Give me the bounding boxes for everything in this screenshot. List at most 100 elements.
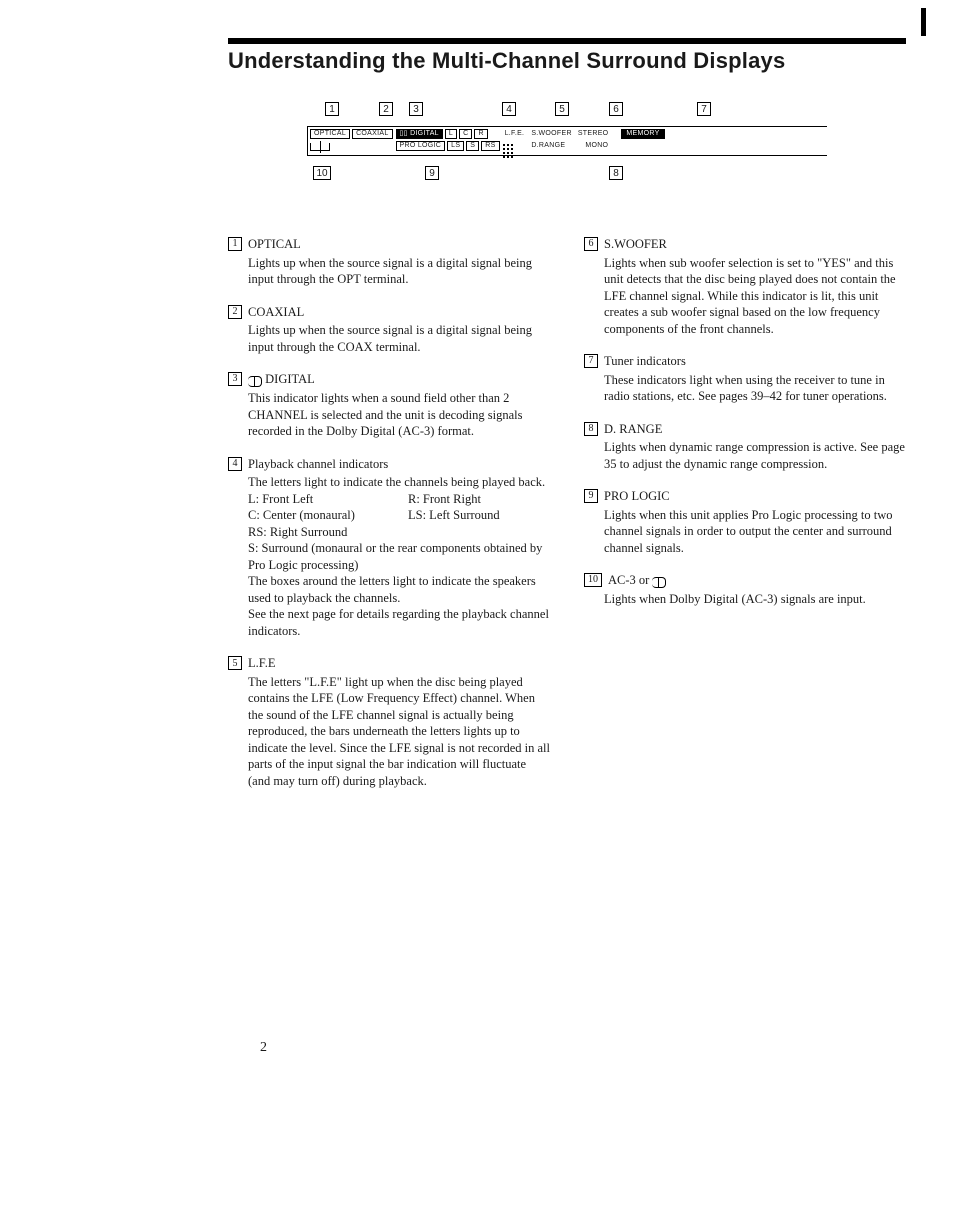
item-text: The boxes around the letters light to in… <box>248 573 550 606</box>
indicator-stereo: STEREO <box>576 129 611 139</box>
item-body: Lights when Dolby Digital (AC-3) signals… <box>604 591 906 608</box>
description-columns: 1 OPTICAL Lights up when the source signal… <box>228 236 906 805</box>
channel-cell: LS: Left Surround <box>408 507 550 524</box>
indicator-optical: OPTICAL <box>310 129 350 139</box>
callout-9: 9 <box>425 166 439 180</box>
indicator-swoofer: S.WOOFER <box>529 129 574 139</box>
item-text: Lights up when the source signal is a di… <box>248 322 550 355</box>
item-body: The letters light to indicate the channe… <box>248 474 550 639</box>
item-text: Lights when dynamic range compression is… <box>604 439 906 472</box>
callout-6: 6 <box>609 102 623 116</box>
item-text: The letters "L.F.E" light up when the di… <box>248 674 550 790</box>
callout-10: 10 <box>313 166 331 180</box>
item-2: 2 COAXIALLights up when the source signal… <box>228 304 550 356</box>
item-number: 2 <box>228 305 242 319</box>
indicator-lfe: L.F.E. <box>503 129 527 139</box>
diagram-top-callouts: 1 2 3 4 5 6 7 <box>307 102 827 116</box>
item-9: 9 PRO LOGIC Lights when this unit applies … <box>584 488 906 556</box>
indicator-coaxial: COAXIAL <box>352 129 392 139</box>
item-body: Lights when this unit applies Pro Logic … <box>604 507 906 557</box>
indicator-ch-r: R <box>474 129 487 139</box>
title-rule <box>228 38 906 44</box>
channel-table: L: Front Left R: Front Right C: Center (mo… <box>248 491 550 541</box>
item-3: 3 DIGITAL This indicator lights when a so… <box>228 371 550 440</box>
page-edge-mark <box>921 8 926 36</box>
item-text: Lights up when the source signal is a di… <box>248 255 550 288</box>
item-text: S: Surround (monaural or the rear compon… <box>248 540 550 573</box>
item-text: Lights when sub woofer selection is set … <box>604 255 906 338</box>
item-title: Tuner indicators <box>604 353 686 370</box>
indicator-mono: MONO <box>583 141 610 151</box>
item-text: This indicator lights when a sound field… <box>248 390 550 440</box>
item-number: 7 <box>584 354 598 368</box>
item-title: DIGITAL <box>248 371 315 388</box>
item-body: This indicator lights when a sound field… <box>248 390 550 440</box>
channel-cell: RS: Right Surround <box>248 524 390 541</box>
item-number: 10 <box>584 573 602 587</box>
item-number: 8 <box>584 422 598 436</box>
display-panel: OPTICAL COAXIAL ▯▯ DIGITAL L C R PRO LOG… <box>307 126 827 156</box>
callout-1: 1 <box>325 102 339 116</box>
dolby-icon <box>248 372 262 389</box>
item-title: COAXIAL <box>248 304 304 321</box>
channel-cell: C: Center (monaural) <box>248 507 390 524</box>
item-4: 4 Playback channel indicatorsThe letters … <box>228 456 550 640</box>
item-text: See the next page for details regarding … <box>248 606 550 639</box>
item-body: The letters "L.F.E" light up when the di… <box>248 674 550 790</box>
item-title: PRO LOGIC <box>604 488 670 505</box>
indicator-drange: D.RANGE <box>529 141 567 151</box>
page-number: 2 <box>260 1040 267 1056</box>
callout-3: 3 <box>409 102 423 116</box>
channel-cell: R: Front Right <box>408 491 550 508</box>
callout-8: 8 <box>609 166 623 180</box>
item-body: Lights when dynamic range compression is… <box>604 439 906 472</box>
item-body: Lights up when the source signal is a di… <box>248 322 550 355</box>
page-title: Understanding the Multi-Channel Surround… <box>228 48 906 74</box>
indicator-memory: MEMORY <box>621 129 664 139</box>
item-text: These indicators light when using the re… <box>604 372 906 405</box>
item-10: 10 AC-3 or Lights when Dolby Digital (AC-… <box>584 572 906 608</box>
item-text: The letters light to indicate the channe… <box>248 474 550 491</box>
item-title: L.F.E <box>248 655 275 672</box>
indicator-ac3-bars <box>310 143 330 151</box>
indicator-ch-c: C <box>459 129 472 139</box>
item-body: Lights when sub woofer selection is set … <box>604 255 906 338</box>
indicator-pro-logic: PRO LOGIC <box>396 141 446 151</box>
indicator-dd-digital: ▯▯ DIGITAL <box>396 129 443 139</box>
item-number: 4 <box>228 457 242 471</box>
right-column: 6 S.WOOFER Lights when sub woofer selectio… <box>584 236 906 805</box>
item-title: AC-3 or <box>608 572 666 589</box>
left-column: 1 OPTICAL Lights up when the source signal… <box>228 236 550 805</box>
item-text: Lights when this unit applies Pro Logic … <box>604 507 906 557</box>
item-number: 5 <box>228 656 242 670</box>
item-title: OPTICAL <box>248 236 301 253</box>
indicator-ch-s: S <box>466 141 479 151</box>
item-body: These indicators light when using the re… <box>604 372 906 405</box>
item-text: Lights when Dolby Digital (AC-3) signals… <box>604 591 906 608</box>
diagram-bottom-callouts: 10 9 8 <box>307 166 827 180</box>
item-title: D. RANGE <box>604 421 662 438</box>
page: Understanding the Multi-Channel Surround… <box>0 0 954 845</box>
item-number: 3 <box>228 372 242 386</box>
item-number: 9 <box>584 489 598 503</box>
item-title: Playback channel indicators <box>248 456 388 473</box>
channel-cell: L: Front Left <box>248 491 390 508</box>
channel-cell <box>408 524 550 541</box>
item-number: 1 <box>228 237 242 251</box>
indicator-ch-ls: LS <box>447 141 464 151</box>
dolby-icon <box>652 573 666 590</box>
item-7: 7 Tuner indicators These indicators light … <box>584 353 906 405</box>
callout-4: 4 <box>502 102 516 116</box>
item-title: S.WOOFER <box>604 236 667 253</box>
item-1: 1 OPTICAL Lights up when the source signal… <box>228 236 550 288</box>
item-8: 8 D. RANGELights when dynamic range compr… <box>584 421 906 473</box>
item-number: 6 <box>584 237 598 251</box>
indicator-ch-rs: RS <box>481 141 499 151</box>
callout-2: 2 <box>379 102 393 116</box>
callout-7: 7 <box>697 102 711 116</box>
indicator-ch-l: L <box>445 129 457 139</box>
indicator-lfe-bars <box>503 141 521 161</box>
callout-5: 5 <box>555 102 569 116</box>
item-6: 6 S.WOOFER Lights when sub woofer selectio… <box>584 236 906 337</box>
item-body: Lights up when the source signal is a di… <box>248 255 550 288</box>
